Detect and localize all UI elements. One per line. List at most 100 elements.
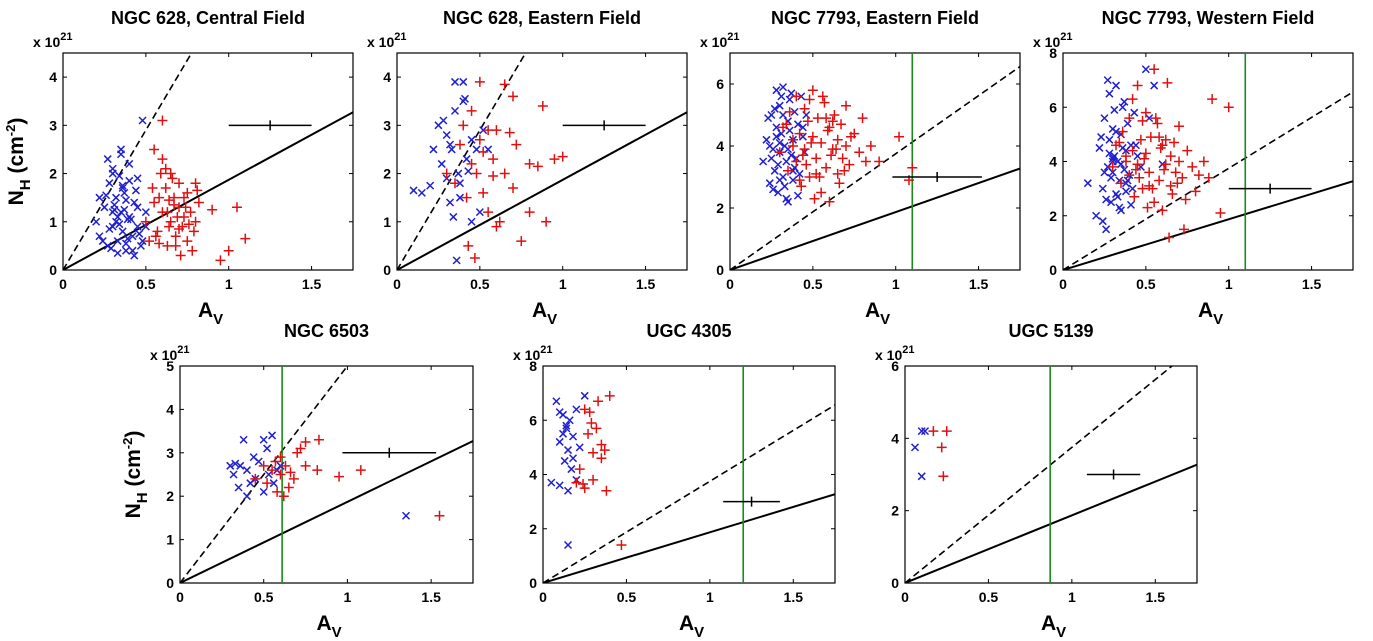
data-point bbox=[1162, 77, 1173, 88]
plot-area bbox=[62, 52, 354, 271]
y-tick-label: 0 bbox=[166, 575, 174, 591]
data-point bbox=[190, 216, 201, 227]
y-tick-label: 2 bbox=[383, 166, 391, 182]
plus-marker-series bbox=[1107, 64, 1234, 243]
x-tick-label: 0 bbox=[393, 276, 401, 292]
y-tick-label: 0 bbox=[716, 262, 724, 278]
data-point bbox=[147, 183, 158, 194]
data-point bbox=[250, 473, 261, 484]
data-point bbox=[762, 135, 771, 144]
data-point bbox=[560, 456, 569, 465]
x-tick-label: 0 bbox=[726, 276, 734, 292]
data-point bbox=[572, 405, 581, 414]
data-point bbox=[1120, 151, 1131, 162]
data-point bbox=[834, 178, 845, 189]
data-point bbox=[1116, 178, 1126, 189]
data-point bbox=[596, 439, 607, 450]
y-tick-label: 4 bbox=[49, 69, 57, 85]
data-point bbox=[917, 427, 926, 436]
x-tick-label: 0.5 bbox=[803, 276, 823, 292]
y-tick-label: 2 bbox=[166, 488, 174, 504]
y-tick-label: 3 bbox=[49, 117, 57, 133]
data-point bbox=[157, 154, 168, 165]
data-point bbox=[1130, 164, 1141, 175]
data-point bbox=[524, 207, 535, 218]
x-marker-series bbox=[910, 427, 930, 481]
data-point bbox=[254, 457, 263, 466]
y-tick-label: 2 bbox=[1049, 208, 1057, 224]
data-point bbox=[172, 211, 183, 222]
plus-marker-series bbox=[571, 390, 627, 551]
data-point bbox=[499, 168, 510, 179]
data-point bbox=[215, 255, 226, 266]
data-point bbox=[478, 146, 489, 157]
data-point bbox=[793, 120, 802, 129]
data-point bbox=[1178, 224, 1189, 235]
data-point bbox=[475, 208, 484, 217]
solid-line bbox=[905, 463, 1197, 583]
data-point bbox=[483, 207, 494, 218]
data-point bbox=[596, 453, 607, 464]
data-point bbox=[138, 116, 147, 125]
y-multiplier: x 1021 bbox=[150, 344, 190, 363]
data-point bbox=[1215, 208, 1226, 219]
data-point bbox=[557, 151, 568, 162]
data-point bbox=[1164, 232, 1175, 243]
data-point bbox=[774, 188, 783, 197]
data-point bbox=[138, 237, 147, 246]
data-point bbox=[841, 141, 851, 151]
chart-panel: 0 0.5 1 1.5 0 2 4 6 8x 1021 UGC 4305 AV bbox=[513, 321, 836, 641]
data-point bbox=[239, 435, 248, 444]
data-point bbox=[555, 481, 564, 490]
data-point bbox=[772, 132, 781, 141]
data-point bbox=[183, 219, 194, 230]
data-point bbox=[785, 126, 794, 135]
y-tick-label: 6 bbox=[716, 76, 724, 92]
data-point bbox=[182, 236, 193, 247]
plot-content bbox=[1063, 53, 1353, 270]
data-point bbox=[264, 470, 273, 479]
data-point bbox=[1108, 154, 1117, 163]
y-tick-label: 4 bbox=[716, 138, 724, 154]
data-point bbox=[1118, 103, 1127, 112]
dashed-line bbox=[180, 366, 349, 583]
data-point bbox=[123, 234, 132, 243]
data-point bbox=[563, 446, 573, 455]
data-point bbox=[108, 164, 117, 173]
data-point bbox=[1098, 184, 1107, 193]
data-point bbox=[463, 240, 474, 251]
data-point bbox=[125, 159, 134, 168]
data-point bbox=[1160, 134, 1171, 145]
data-point bbox=[178, 192, 189, 203]
data-point bbox=[118, 183, 127, 193]
data-point bbox=[787, 151, 796, 160]
data-point bbox=[467, 135, 476, 144]
data-point bbox=[941, 426, 952, 437]
x-marker-series bbox=[759, 83, 811, 206]
data-point bbox=[263, 444, 272, 453]
data-point bbox=[798, 123, 807, 132]
data-point bbox=[799, 144, 810, 155]
data-point bbox=[822, 125, 833, 136]
data-point bbox=[118, 227, 127, 236]
data-point bbox=[604, 390, 615, 401]
data-point bbox=[938, 471, 949, 482]
data-point bbox=[229, 470, 238, 479]
data-point bbox=[1144, 180, 1155, 191]
data-point bbox=[601, 485, 612, 496]
data-point bbox=[555, 408, 564, 417]
x-marker-series bbox=[409, 77, 493, 265]
data-point bbox=[907, 162, 918, 173]
data-point bbox=[836, 119, 847, 130]
data-point bbox=[103, 155, 112, 164]
data-point bbox=[827, 116, 838, 127]
data-point bbox=[458, 120, 469, 131]
data-point bbox=[1160, 159, 1171, 170]
data-point bbox=[1121, 187, 1131, 196]
data-point bbox=[295, 443, 306, 454]
data-point bbox=[113, 237, 122, 246]
y-tick-label: 1 bbox=[49, 214, 57, 230]
y-multiplier: x 1021 bbox=[513, 344, 553, 363]
data-point bbox=[504, 127, 515, 138]
data-point bbox=[234, 483, 243, 492]
